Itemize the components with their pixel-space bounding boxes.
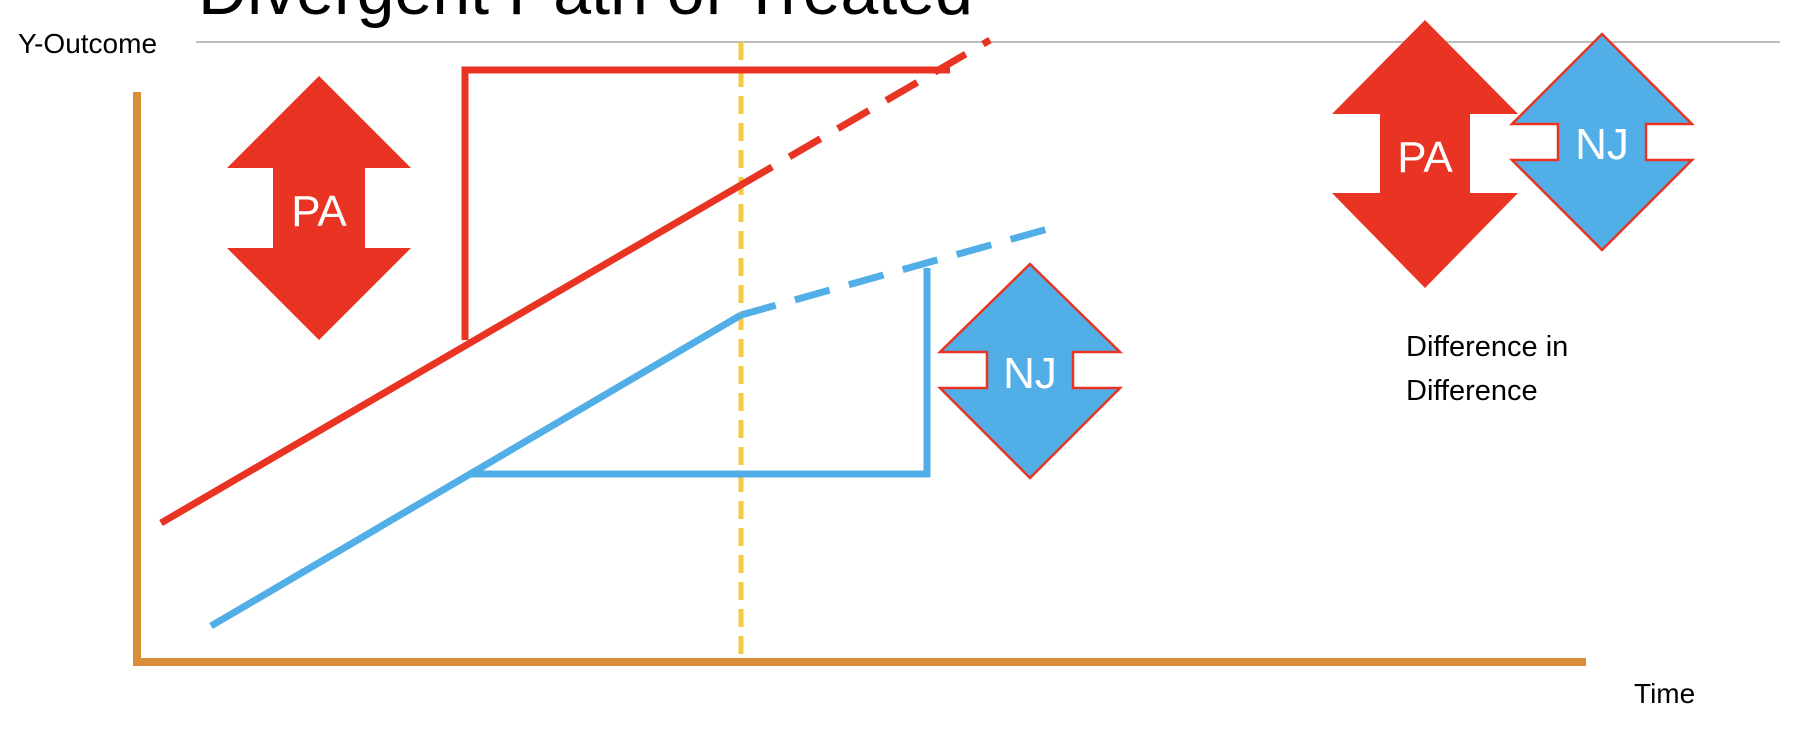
pa-counterfactual-line — [739, 36, 992, 189]
nj-bracket — [470, 268, 931, 478]
legend-caption-line2: Difference — [1406, 375, 1538, 407]
x-axis-label: Time — [1634, 678, 1695, 709]
pa-double-arrow-icon: PA — [227, 76, 411, 340]
legend-pa-label: PA — [1397, 133, 1453, 182]
nj-arrow-label: NJ — [1003, 349, 1057, 398]
nj-double-arrow-icon: NJ — [936, 262, 1124, 480]
pa-arrow-label: PA — [291, 187, 347, 236]
legend-caption-line1: Difference in — [1406, 331, 1568, 363]
pa-bracket — [461, 66, 950, 340]
legend-nj-double-arrow-icon: NJ — [1508, 32, 1696, 252]
slide-title: Divergent Path of Treated — [198, 0, 973, 29]
pa-trend-line — [159, 181, 743, 527]
legend-nj-label: NJ — [1575, 120, 1629, 169]
y-axis-label: Y-Outcome — [18, 28, 157, 59]
legend-pa-double-arrow-icon: PA — [1332, 20, 1518, 288]
